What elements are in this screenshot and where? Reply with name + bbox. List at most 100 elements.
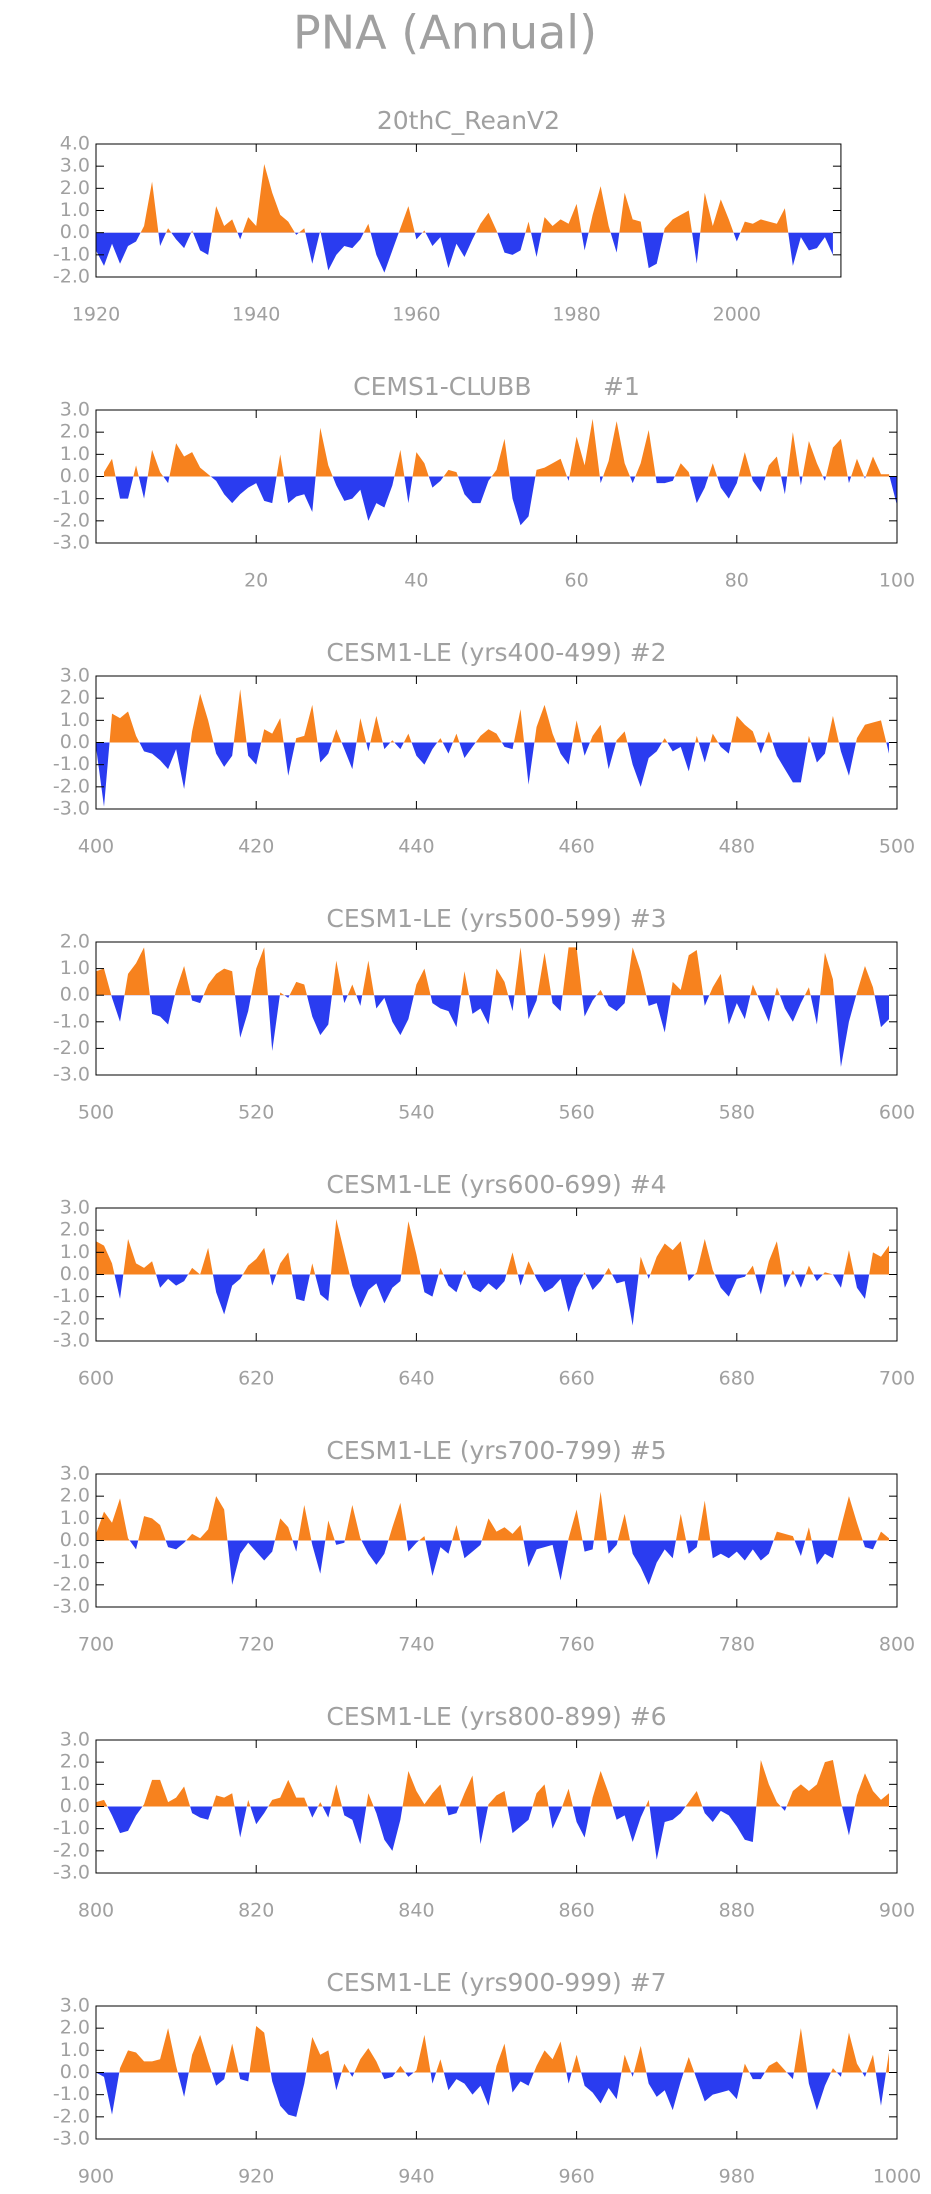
area-below	[96, 1806, 889, 1860]
x-tick-label: 800	[78, 1900, 114, 1922]
y-tick-label: 1.0	[60, 2039, 90, 2061]
y-tick-label: -3.0	[53, 1064, 90, 1086]
panel-title: 20thC_ReanV2	[377, 106, 560, 135]
y-tick-label: -3.0	[53, 2128, 90, 2150]
y-tick-label: 2.0	[60, 2017, 90, 2039]
x-tick-label: 580	[719, 1102, 755, 1124]
x-tick-label: 700	[879, 1368, 915, 1390]
y-tick-label: -1.0	[53, 1817, 90, 1839]
x-tick-label: 1940	[232, 304, 280, 326]
x-tick-label: 900	[879, 1900, 915, 1922]
y-tick-label: 0.0	[60, 1263, 90, 1285]
plot-frame	[95, 143, 842, 278]
x-tick-label: 1920	[72, 304, 120, 326]
x-tick-label: 640	[398, 1368, 434, 1390]
x-tick-label: 660	[558, 1368, 594, 1390]
y-tick-label: 3.0	[60, 665, 90, 687]
x-tick-label: 700	[78, 1634, 114, 1656]
x-tick-label: 860	[558, 1900, 594, 1922]
x-tick-label: 1980	[552, 304, 600, 326]
y-tick-label: -1.0	[53, 243, 90, 265]
x-tick-label: 600	[78, 1368, 114, 1390]
y-tick-label: -2.0	[53, 266, 90, 288]
x-tick-label: 400	[78, 836, 114, 858]
y-tick-label: 2.0	[60, 177, 90, 199]
x-tick-label: 20	[244, 570, 268, 592]
x-tick-label: 80	[725, 570, 749, 592]
y-tick-label: 0.0	[60, 2061, 90, 2083]
y-tick-label: 4.0	[60, 133, 90, 155]
area-above	[96, 1759, 889, 1807]
y-tick-label: -3.0	[53, 798, 90, 820]
x-tick-label: 740	[398, 1634, 434, 1656]
x-tick-label: 800	[879, 1634, 915, 1656]
x-tick-label: 460	[558, 836, 594, 858]
y-tick-label: 0.0	[60, 221, 90, 243]
x-tick-label: 940	[398, 2166, 434, 2188]
x-tick-label: 420	[238, 836, 274, 858]
x-tick-label: 560	[558, 1102, 594, 1124]
x-tick-label: 2000	[713, 304, 761, 326]
y-tick-label: 1.0	[60, 443, 90, 465]
y-tick-label: -2.0	[53, 1307, 90, 1329]
x-tick-label: 520	[238, 1102, 274, 1124]
y-tick-label: -3.0	[53, 532, 90, 554]
area-above	[96, 1219, 889, 1275]
figure-title: PNA (Annual)	[293, 6, 597, 60]
x-tick-label: 960	[558, 2166, 594, 2188]
x-tick-label: 840	[398, 1900, 434, 1922]
y-tick-label: 1.0	[60, 1507, 90, 1529]
x-tick-label: 40	[404, 570, 428, 592]
panel-title: CESM1-LE (yrs800-899) #6	[326, 1702, 666, 1731]
y-tick-label: 2.0	[60, 687, 90, 709]
y-tick-label: 3.0	[60, 1463, 90, 1485]
x-tick-label: 980	[719, 2166, 755, 2188]
y-tick-label: 1.0	[60, 957, 90, 979]
x-tick-label: 900	[78, 2166, 114, 2188]
area-above	[96, 2025, 889, 2073]
y-tick-label: 0.0	[60, 984, 90, 1006]
y-tick-label: -2.0	[53, 1839, 90, 1861]
y-tick-label: 3.0	[60, 1729, 90, 1751]
y-tick-label: 2.0	[60, 1219, 90, 1241]
x-tick-label: 540	[398, 1102, 434, 1124]
area-below	[96, 1540, 889, 1585]
area-below	[96, 742, 889, 807]
y-tick-label: 2.0	[60, 931, 90, 953]
x-tick-label: 480	[719, 836, 755, 858]
y-tick-label: 3.0	[60, 1995, 90, 2017]
y-tick-label: 3.0	[60, 399, 90, 421]
panel-title: CESM1-LE (yrs600-699) #4	[326, 1170, 666, 1199]
x-tick-label: 780	[719, 1634, 755, 1656]
panel-title: CESM1-LE (yrs400-499) #2	[326, 638, 666, 667]
x-tick-label: 680	[719, 1368, 755, 1390]
x-tick-label: 440	[398, 836, 434, 858]
area-below	[96, 2072, 889, 2117]
x-tick-label: 760	[558, 1634, 594, 1656]
y-tick-label: -1.0	[53, 1010, 90, 1032]
area-above	[140, 163, 789, 233]
x-tick-label: 620	[238, 1368, 274, 1390]
y-tick-label: 1.0	[60, 199, 90, 221]
y-tick-label: -1.0	[53, 487, 90, 509]
y-tick-label: 0.0	[60, 1795, 90, 1817]
y-tick-label: -1.0	[53, 1551, 90, 1573]
area-below	[96, 1274, 889, 1326]
x-tick-label: 720	[238, 1634, 274, 1656]
area-above	[96, 1491, 889, 1541]
y-tick-label: -3.0	[53, 1596, 90, 1618]
area-below	[96, 232, 833, 273]
y-tick-label: 1.0	[60, 1241, 90, 1263]
x-tick-label: 1960	[392, 304, 440, 326]
y-tick-label: -3.0	[53, 1330, 90, 1352]
x-tick-label: 880	[719, 1900, 755, 1922]
panel-title: CEMS1-CLUBB #1	[353, 372, 640, 401]
y-tick-label: 2.0	[60, 1485, 90, 1507]
x-tick-label: 920	[238, 2166, 274, 2188]
y-tick-label: 0.0	[60, 731, 90, 753]
panel-title: CESM1-LE (yrs500-599) #3	[326, 904, 666, 933]
area-below	[104, 476, 897, 526]
x-tick-label: 600	[879, 1102, 915, 1124]
x-tick-label: 100	[879, 570, 915, 592]
y-tick-label: -2.0	[53, 509, 90, 531]
